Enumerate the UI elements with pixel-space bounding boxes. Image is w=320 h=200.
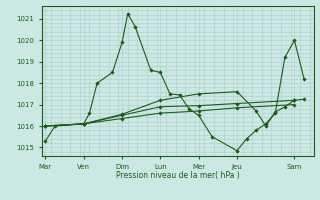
X-axis label: Pression niveau de la mer( hPa ): Pression niveau de la mer( hPa ): [116, 171, 239, 180]
